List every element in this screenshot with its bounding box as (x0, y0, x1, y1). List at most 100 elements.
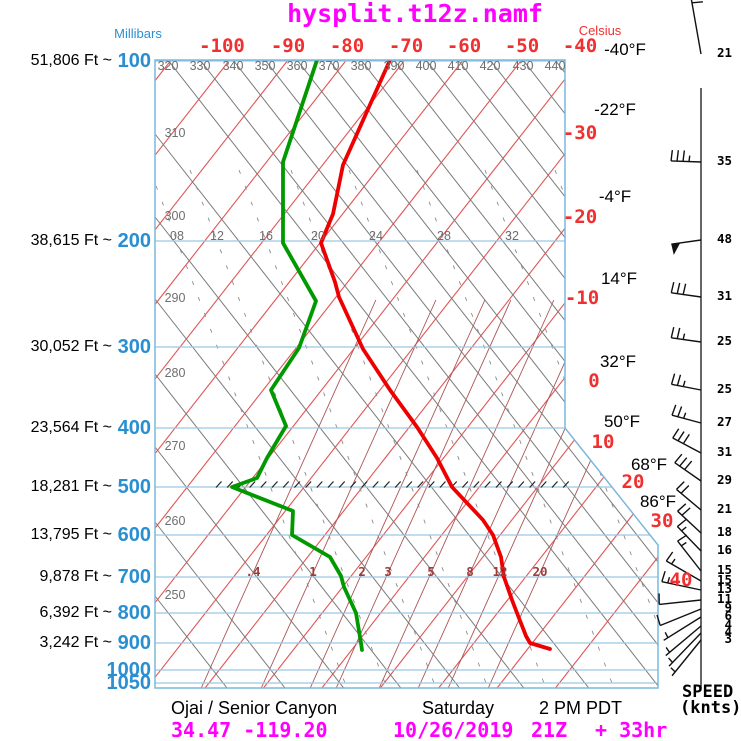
celsius-right-20: 20 (621, 471, 645, 493)
celsius-top--60: -60 (446, 35, 482, 57)
millibars-axis-label: Millibars (114, 26, 162, 41)
wind-speed-590: 13 (716, 581, 732, 596)
mixing-ratio-label-2: 2 (358, 564, 366, 579)
wind-speed-240: 48 (716, 231, 732, 246)
valid-time: 2 PM PDT (539, 698, 623, 718)
wind-speed-342: 25 (716, 333, 732, 348)
mixing-ratio-label-8: 8 (466, 564, 474, 579)
wind-speed-533: 18 (716, 524, 732, 539)
mixing-ratio-label-12: 12 (492, 564, 508, 579)
altitude-label-100mb: 51,806 Ft ~ (30, 52, 112, 69)
wind-speed-551: 16 (716, 542, 732, 557)
celsius-right--10: -10 (564, 287, 600, 309)
valid-day: Saturday (422, 698, 495, 718)
altitude-label-800mb: 6,392 Ft ~ (39, 604, 113, 621)
mixing-ratio-label-3: 3 (384, 564, 392, 579)
altitude-label-200mb: 38,615 Ft ~ (30, 232, 112, 249)
celsius-top--80: -80 (329, 35, 365, 57)
fahrenheit-label-68f: 68°F (630, 455, 668, 474)
wind-speed-640: 3 (724, 631, 732, 646)
altitude-label-500mb: 18,281 Ft ~ (30, 478, 112, 495)
wind-speed-581: 15 (716, 572, 732, 587)
wind-barb-column (656, 0, 703, 688)
dewpoint-curve (230, 60, 364, 652)
pressure-label-1000mb: 1000 (106, 659, 152, 681)
wind-speed-453: 31 (716, 444, 732, 459)
pressure-label-400mb: 400 (117, 417, 151, 439)
wind-speed-54: 21 (716, 45, 732, 60)
model-cycle: 21Z (531, 718, 568, 741)
wind-speed-481: 29 (716, 472, 732, 487)
wind-speed-390: 25 (716, 381, 732, 396)
celsius-top--90: -90 (270, 35, 306, 57)
dry-adiabat-label-320: 320 (157, 59, 179, 73)
wind-speed-617: 6 (724, 608, 732, 623)
fahrenheit-label-14f: 14°F (600, 269, 638, 288)
fahrenheit-label--22f: -22°F (594, 100, 636, 119)
dry-adiabat-label-290: 290 (164, 291, 186, 305)
moist-adiabat-label-24: 24 (369, 229, 383, 243)
wind-speed-510: 21 (716, 501, 732, 516)
wind-speed-626: 4 (724, 617, 732, 632)
mixing-ratio-label-1: 1 (309, 564, 317, 579)
wind-speed-609: 9 (724, 600, 732, 615)
altitude-label-300mb: 30,052 Ft ~ (30, 338, 112, 355)
dry-adiabat-label-400: 400 (415, 59, 437, 73)
temperature-curve (319, 60, 552, 651)
celsius-top--100: -100 (199, 35, 245, 57)
mixing-ratio-label-20: 20 (532, 564, 548, 579)
celsius-axis-label: Celsius (578, 23, 622, 38)
dry-adiabat-label-340: 340 (222, 59, 244, 73)
celsius-right-0: 0 (588, 370, 600, 392)
dry-adiabat-label-410: 410 (447, 59, 469, 73)
dry-adiabat-label-440: 440 (544, 59, 566, 73)
moist-adiabat-label-32: 32 (505, 229, 519, 243)
moist-adiabat-label-28: 28 (437, 229, 451, 243)
celsius-right-10: 10 (591, 431, 615, 453)
chart-title: hysplit.t12z.namf (287, 0, 543, 28)
dry-adiabat-label-280: 280 (164, 366, 186, 380)
altitude-label-400mb: 23,564 Ft ~ (30, 419, 112, 436)
dry-adiabat-label-260: 260 (164, 514, 186, 528)
celsius-top--40: -40 (562, 35, 598, 57)
forecast-hour: + 33hr (595, 718, 668, 741)
dry-adiabat-label-250: 250 (164, 588, 186, 602)
wind-speed-633: 4 (724, 624, 732, 639)
celsius-right--30: -30 (562, 122, 598, 144)
dry-adiabat-label-300: 300 (164, 209, 186, 223)
dry-adiabat-label-380: 380 (350, 59, 372, 73)
celsius-right--20: -20 (562, 206, 598, 228)
pressure-label-200mb: 200 (117, 230, 151, 252)
pressure-label-500mb: 500 (117, 476, 151, 498)
plot-interior (155, 60, 658, 688)
pressure-label-700mb: 700 (117, 566, 151, 588)
station-coordinates: 34.47 -119.20 (171, 718, 328, 741)
wind-speed-header: SPEED (682, 682, 734, 702)
fahrenheit-label-50f: 50°F (603, 412, 641, 431)
wind-speed-571: 15 (716, 562, 732, 577)
fahrenheit-label-32f: 32°F (599, 352, 637, 371)
dry-adiabat-label-420: 420 (479, 59, 501, 73)
fahrenheit-label--40f: -40°F (604, 40, 646, 59)
dry-adiabat-label-370: 370 (318, 59, 340, 73)
wind-speed-600: 11 (716, 591, 732, 606)
wind-speed-297: 31 (716, 288, 732, 303)
altitude-label-600mb: 13,795 Ft ~ (30, 526, 112, 543)
plot-border (154, 59, 659, 689)
moist-adiabat-label-08: 08 (170, 229, 184, 243)
wind-speed-423: 27 (716, 414, 732, 429)
dry-adiabat-label-270: 270 (164, 439, 186, 453)
celsius-right-30: 30 (650, 510, 674, 532)
dry-adiabat-label-330: 330 (189, 59, 211, 73)
wind-speed-units: (knts) (680, 698, 741, 718)
pressure-label-1050mb: 1050 (106, 672, 152, 694)
altitude-label-900mb: 3,242 Ft ~ (39, 634, 113, 651)
wind-speed-162: 35 (716, 153, 732, 168)
pressure-label-600mb: 600 (117, 524, 151, 546)
mixing-ratio-label-5: 5 (427, 564, 435, 579)
celsius-top--70: -70 (388, 35, 424, 57)
moist-adiabat-label-12: 12 (210, 229, 224, 243)
pressure-label-900mb: 900 (117, 632, 151, 654)
